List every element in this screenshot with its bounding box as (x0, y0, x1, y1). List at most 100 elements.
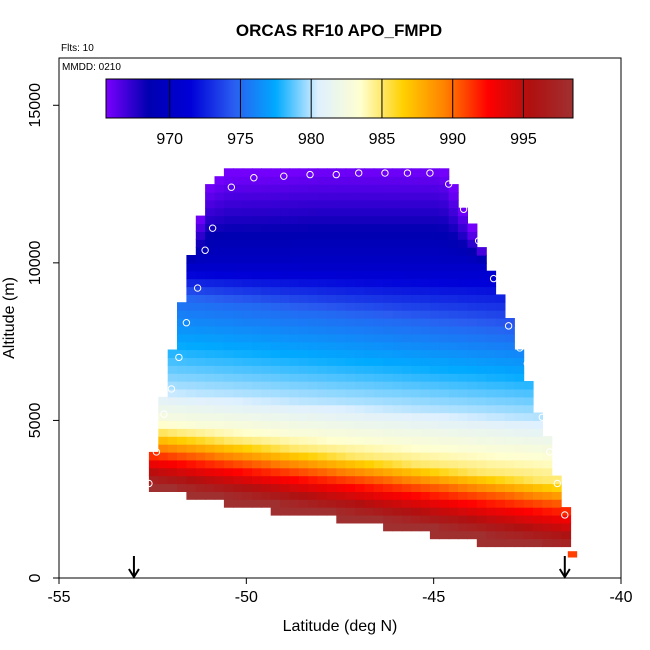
heatmap-cell (401, 436, 412, 445)
heatmap-cell (429, 436, 440, 445)
heatmap-cell (355, 491, 365, 500)
heatmap-cell (317, 396, 328, 406)
heatmap-cell (486, 444, 497, 453)
heatmap-cell (326, 270, 337, 280)
heatmap-cell (383, 223, 394, 232)
heatmap-cell (242, 388, 253, 398)
heatmap-cell (504, 467, 515, 477)
heatmap-cell (401, 428, 412, 437)
heatmap-cell (355, 325, 365, 335)
heatmap-cell (355, 349, 365, 358)
heatmap-cell (523, 428, 534, 437)
heatmap-cell (326, 215, 337, 225)
heatmap-cell (223, 310, 234, 319)
heatmap-cell (355, 388, 365, 398)
heatmap-cell (289, 207, 300, 217)
heatmap-cell (373, 365, 384, 374)
heatmap-cell (233, 396, 244, 406)
heatmap-cell (392, 459, 403, 469)
colorbar: 970 975 980 985 990 995 (105, 78, 574, 148)
heatmap-cell (326, 381, 337, 390)
heatmap-cell (336, 278, 347, 288)
heatmap-cell (270, 388, 281, 398)
heatmap-cell (392, 215, 403, 225)
heatmap-cell (261, 451, 272, 461)
heatmap-cell (476, 365, 487, 374)
x-tick-label: -45 (422, 589, 445, 606)
heatmap-cell (214, 262, 225, 272)
heatmap-cell (420, 255, 431, 264)
heatmap-cell (280, 388, 291, 398)
heatmap-cell (504, 538, 515, 548)
heatmap-cell (383, 444, 394, 453)
heatmap-cell (392, 255, 403, 264)
heatmap-cell (308, 215, 319, 225)
heatmap-cell (401, 199, 412, 209)
heatmap-cell (205, 459, 216, 469)
heatmap-cell (289, 349, 300, 358)
heatmap-cell (233, 404, 244, 414)
heatmap-cell (317, 428, 328, 437)
heatmap-cell (252, 381, 262, 390)
heatmap-cell (383, 310, 394, 319)
heatmap-cell (261, 239, 272, 248)
heatmap-cell (495, 444, 506, 453)
heatmap-cell (298, 176, 309, 185)
heatmap-cell (167, 467, 178, 477)
x-tick-label: -55 (47, 589, 70, 606)
heatmap-cell (167, 396, 178, 406)
heatmap-cell (383, 373, 394, 382)
heatmap-cell (345, 191, 356, 201)
heatmap-cell (317, 404, 328, 414)
heatmap-cell (364, 436, 375, 445)
heatmap-cell (383, 286, 394, 295)
heatmap-cell (317, 168, 328, 177)
heatmap-cell (495, 365, 506, 374)
heatmap-cell (261, 278, 272, 288)
heatmap-cell (448, 515, 459, 524)
heatmap-cell (158, 404, 169, 414)
heatmap-cell (448, 436, 459, 445)
heatmap-cell (336, 381, 347, 390)
heatmap-cell (242, 168, 253, 177)
heatmap-cell (214, 286, 225, 295)
heatmap-cell (223, 451, 234, 461)
heatmap-cell (214, 451, 225, 461)
heatmap-cell (195, 388, 206, 398)
heatmap-cell (280, 302, 291, 311)
heatmap-cell (542, 467, 553, 477)
heatmap-cell (252, 436, 262, 445)
heatmap-cell (514, 404, 525, 414)
heatmap-cell (401, 396, 412, 406)
heatmap-cell (270, 428, 281, 437)
x-tick-label: -50 (235, 589, 258, 606)
heatmap-cell (429, 255, 440, 264)
heatmap-cell (504, 444, 515, 453)
heatmap-cell (364, 404, 375, 414)
heatmap-cell (495, 420, 506, 429)
heatmap-cell (223, 349, 234, 358)
heatmap-cell (467, 483, 478, 492)
heatmap-cell (401, 365, 412, 374)
heatmap-cell (355, 396, 365, 406)
heatmap-cell (514, 483, 525, 492)
heatmap-cell (195, 428, 206, 437)
heatmap-cell (317, 223, 328, 232)
heatmap-cell (364, 278, 375, 288)
heatmap-cell (514, 459, 525, 469)
heatmap-cell (429, 294, 440, 303)
heatmap-cell (233, 207, 244, 217)
heatmap-cell (392, 396, 403, 406)
heatmap-cell (326, 388, 337, 398)
heatmap-cell (158, 436, 169, 445)
heatmap-cell (373, 388, 384, 398)
heatmap-cell (280, 436, 291, 445)
heatmap-cell (364, 475, 375, 485)
y-axis-label: Altitude (m) (1, 277, 18, 359)
heatmap-cell (205, 381, 216, 390)
colorbar-tick-label: 995 (510, 131, 537, 148)
heatmap-cell (420, 451, 431, 461)
heatmap-cell (148, 483, 159, 492)
heatmap-cell (233, 262, 244, 272)
